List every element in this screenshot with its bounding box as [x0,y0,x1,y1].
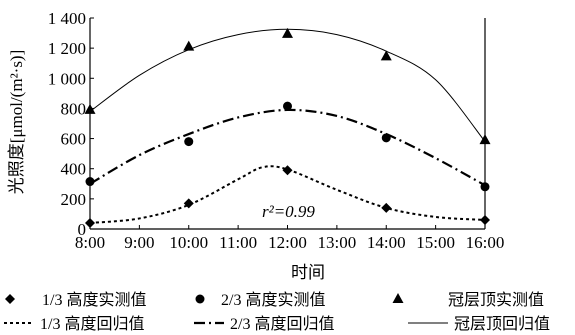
data-point-circle [184,137,194,147]
x-tick-label: 9:00 [124,233,154,252]
y-tick-label: 200 [61,190,87,209]
data-point-circle [480,182,490,192]
y-tick-label: 1 200 [48,39,86,58]
legend-item: 1/3 高度实测值 [5,291,146,309]
legend-item: 冠层顶实测值 [392,291,544,309]
x-tick-label: 15:00 [416,233,455,252]
x-tick-label: 8:00 [75,233,105,252]
legend-label: 冠层顶实测值 [448,291,544,309]
y-tick-label: 600 [61,130,87,149]
data-point-diamond [85,217,95,228]
data-point-diamond [480,214,490,225]
y-tick-label: 400 [61,160,87,179]
data-point-diamond [282,165,293,176]
y-tick-label: 0 [78,220,87,239]
regression-curve-3 [89,165,486,224]
data-point-circle [283,101,292,111]
y-axis-label: 光照度[μmol/(m²·s)] [7,50,26,195]
legend-label: 1/3 高度实测值 [42,291,146,309]
x-tick-label: 16:00 [466,233,505,252]
data-point-triangle [84,103,96,114]
legend-label: 2/3 高度回归值 [230,315,334,333]
legend-marker-triangle [392,293,404,303]
data-point-triangle [282,27,293,38]
data-point-diamond [381,202,392,213]
data-point-circle [381,133,391,143]
legend-marker-diamond [5,294,15,304]
legend-item: 2/3 高度实测值 [195,291,325,309]
x-tick-label: 10:00 [169,233,208,252]
legend: 1/3 高度实测值 2/3 高度实测值 冠层顶实测值 1/3 高度回归值 2/3 高度回… [4,291,550,333]
regression-curve-5 [89,28,486,142]
legend-marker-circle [195,294,205,304]
legend-label: 冠层顶回归值 [454,315,550,333]
x-tick-label: 13:00 [318,233,357,252]
x-axis-label: 时间 [291,263,325,282]
legend-item: 冠层顶回归值 [408,315,550,333]
data-point-triangle [479,134,491,145]
data-point-triangle [183,40,195,51]
data-point-diamond [183,198,194,209]
x-tick-label: 12:00 [268,233,307,252]
legend-label: 1/3 高度回归值 [40,315,144,333]
plot-area: 0 200 400 600 800 1 000 1 200 1 400 8:00 9:00 10:0… [48,9,505,252]
data-point-triangle [380,50,392,61]
x-tick-label: 14:00 [367,233,406,252]
r-squared-annotation: r²=0.99 [262,202,315,221]
data-point-circle [85,177,95,187]
legend-item: 1/3 高度回归值 [4,315,144,333]
x-tick-label: 11:00 [219,233,257,252]
y-tick-label: 1 000 [48,69,86,88]
legend-label: 2/3 高度实测值 [221,291,325,309]
y-tick-label: 800 [61,99,87,118]
y-tick-label: 1 400 [48,9,86,28]
legend-item: 2/3 高度回归值 [194,315,334,333]
